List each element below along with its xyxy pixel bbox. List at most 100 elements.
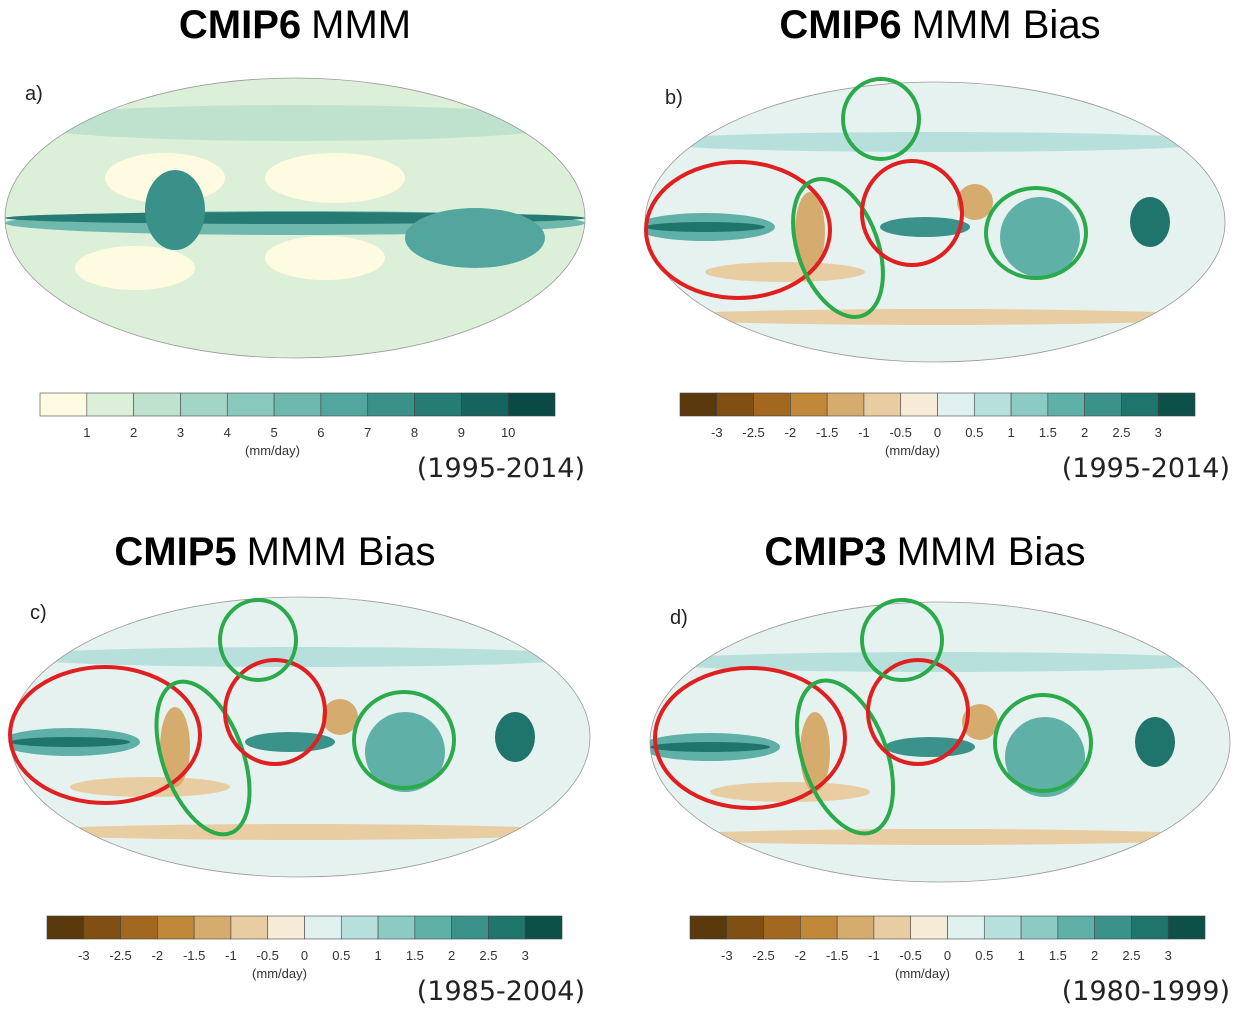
colorbar-tick: 7 — [364, 425, 371, 440]
colorbar-unit: (mm/day) — [252, 966, 307, 981]
colorbar-box — [754, 393, 791, 416]
map-field — [1135, 717, 1175, 767]
colorbar-tick: 3 — [177, 425, 184, 440]
colorbar-box — [305, 916, 342, 939]
colorbar-tick: 1 — [374, 948, 381, 963]
map-field — [710, 782, 870, 802]
colorbar-box — [717, 393, 754, 416]
colorbar-box — [680, 393, 717, 416]
colorbar-box — [134, 393, 181, 416]
colorbar-tick: 2.5 — [1122, 948, 1140, 963]
colorbar-box — [194, 916, 231, 939]
map-field — [10, 647, 590, 667]
colorbar-box — [452, 916, 489, 939]
colorbar-tick: -1 — [858, 425, 870, 440]
colorbar-box — [227, 393, 274, 416]
colorbar-tick: -2.5 — [752, 948, 774, 963]
colorbar-box — [984, 916, 1021, 939]
colorbar-unit: (mm/day) — [895, 966, 950, 981]
map — [635, 82, 1225, 362]
colorbar-box — [790, 393, 827, 416]
map-field — [10, 737, 130, 747]
colorbar-box — [415, 916, 452, 939]
colorbar-box — [864, 393, 901, 416]
panel-letter: c) — [30, 602, 47, 624]
panel: CMIP3MMM Biasd)-3-2.5-2-1.5-1-0.500.511.… — [640, 530, 1230, 1007]
map-field — [145, 170, 205, 250]
panel-title: CMIP5MMM Bias — [114, 530, 435, 574]
colorbar-box — [1158, 393, 1195, 416]
colorbar-tick: 0 — [934, 425, 941, 440]
colorbar-tick: 1.5 — [406, 948, 424, 963]
colorbar-box — [827, 393, 864, 416]
colorbar-tick: 2.5 — [1112, 425, 1130, 440]
colorbar-tick: 0.5 — [965, 425, 983, 440]
colorbar-box — [1168, 916, 1205, 939]
colorbar-tick: -2 — [152, 948, 164, 963]
colorbar-tick: 0 — [301, 948, 308, 963]
colorbar-box — [837, 916, 874, 939]
colorbar-box — [268, 916, 305, 939]
title-bold: CMIP6 — [779, 3, 901, 47]
colorbar-box — [1085, 393, 1122, 416]
colorbar-tick: 3 — [1155, 425, 1162, 440]
map-field — [1130, 197, 1170, 247]
colorbar-tick: 8 — [411, 425, 418, 440]
colorbar-box — [764, 916, 801, 939]
colorbar-tick: 0.5 — [975, 948, 993, 963]
map-field — [405, 208, 545, 268]
colorbar-box — [461, 393, 508, 416]
colorbar-box — [157, 916, 194, 939]
colorbar-box — [180, 393, 227, 416]
title-bold: CMIP6 — [179, 3, 301, 47]
colorbar-box — [1131, 916, 1168, 939]
colorbar-tick: -3 — [78, 948, 90, 963]
map-field — [265, 153, 405, 203]
title-rest: MMM — [311, 3, 411, 47]
title-rest: MMM Bias — [912, 3, 1101, 47]
colorbar-box — [415, 393, 462, 416]
colorbar-tick: -1.5 — [816, 425, 838, 440]
colorbar-tick: 0.5 — [332, 948, 350, 963]
colorbar-tick: -2.5 — [109, 948, 131, 963]
colorbar-box — [47, 916, 84, 939]
colorbar-box — [231, 916, 268, 939]
map-field — [75, 246, 195, 290]
colorbar-box — [488, 916, 525, 939]
colorbar-tick: 6 — [317, 425, 324, 440]
title-bold: CMIP3 — [764, 530, 886, 574]
colorbar-tick: 10 — [501, 425, 515, 440]
map-field — [20, 824, 580, 840]
map-field — [655, 309, 1215, 325]
colorbar-box — [800, 916, 837, 939]
colorbar-box — [874, 916, 911, 939]
panel-letter: a) — [25, 83, 43, 105]
colorbar-box — [508, 393, 555, 416]
colorbar-tick: -1.5 — [183, 948, 205, 963]
colorbar-tick: 2 — [130, 425, 137, 440]
colorbar-unit: (mm/day) — [885, 443, 940, 458]
period: (1980-1999) — [1062, 976, 1230, 1007]
period: (1995-2014) — [1062, 453, 1230, 484]
map-field — [650, 742, 770, 752]
colorbar-tick: 4 — [224, 425, 231, 440]
colorbar-tick: -2.5 — [742, 425, 764, 440]
map-field — [495, 712, 535, 762]
colorbar-box — [341, 916, 378, 939]
colorbar-tick: 2 — [1091, 948, 1098, 963]
colorbar-box — [948, 916, 985, 939]
colorbar-tick: -0.5 — [890, 425, 912, 440]
colorbar-unit: (mm/day) — [245, 443, 300, 458]
panel-letter: d) — [670, 607, 688, 629]
title-rest: MMM Bias — [897, 530, 1086, 574]
map — [640, 602, 1230, 882]
colorbar-tick: -1.5 — [826, 948, 848, 963]
colorbar-tick: 0 — [944, 948, 951, 963]
map-field — [265, 236, 385, 280]
colorbar-box — [121, 916, 158, 939]
colorbar-box — [1121, 393, 1158, 416]
colorbar-tick: 1 — [83, 425, 90, 440]
